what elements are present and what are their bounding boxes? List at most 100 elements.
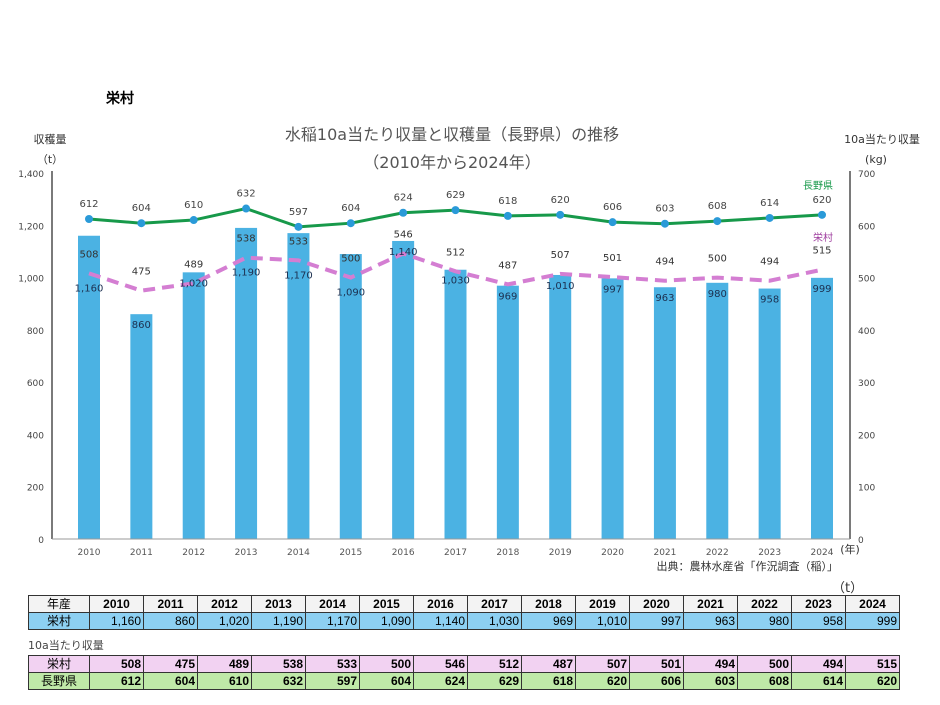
x-tick-label: 2015 <box>339 548 362 558</box>
table-cell: 2024 <box>845 595 900 613</box>
nagano-data-label: 620 <box>551 195 570 206</box>
header-label: 年産 <box>28 595 90 613</box>
x-tick-label: 2014 <box>287 548 310 558</box>
bar <box>496 285 519 539</box>
nagano-data-label: 606 <box>603 202 622 213</box>
table-cell: 494 <box>683 655 738 673</box>
bar <box>392 240 415 539</box>
table-cell: 606 <box>629 672 684 690</box>
sakae-yield-data-label: 533 <box>289 236 308 247</box>
yield-table: 栄村 508 475 489 538 533 500 546 512 487 507 501 494 5… <box>28 655 900 690</box>
nagano-data-label: 604 <box>132 203 151 214</box>
left-tick-label: 1,400 <box>18 170 44 180</box>
x-tick-label: 2010 <box>78 548 101 558</box>
nagano-point <box>137 219 146 228</box>
nagano-point <box>85 215 93 224</box>
table-cell: 604 <box>143 672 198 690</box>
nagano-data-label: 597 <box>289 207 308 218</box>
table-cell: 624 <box>413 672 468 690</box>
nagano-point <box>346 219 355 228</box>
nagano-point <box>189 216 198 225</box>
sakae-yield-data-label: 487 <box>498 260 517 271</box>
right-tick-label: 500 <box>858 275 875 285</box>
bar-data-label: 860 <box>132 320 151 331</box>
left-axis-label: 収穫量 <box>34 133 67 146</box>
nagano-data-label: 632 <box>237 189 256 200</box>
table-cell: 2020 <box>629 595 684 613</box>
nagano-data-label: 610 <box>184 200 203 211</box>
nagano-data-label: 618 <box>498 196 517 207</box>
table-cell: 494 <box>791 655 846 673</box>
bar <box>653 287 676 539</box>
chart-title: 水稲10a当たり収量と収穫量（長野県）の推移 <box>285 125 619 144</box>
left-tick-label: 1,000 <box>18 275 44 285</box>
x-tick-label: 2019 <box>549 548 572 558</box>
table-cell: 507 <box>575 655 630 673</box>
table-cell: 500 <box>737 655 792 673</box>
sakae-yield-data-label: 475 <box>132 267 151 278</box>
bar-data-label: 958 <box>760 295 779 306</box>
nagano-data-label: 614 <box>760 198 779 209</box>
table-cell: 2010 <box>89 595 144 613</box>
bar-data-label: 1,140 <box>389 247 418 258</box>
bar-data-label: 1,090 <box>336 288 365 299</box>
sakae-yield-data-label: 501 <box>603 253 622 264</box>
nagano-data-label: 629 <box>446 190 465 201</box>
x-tick-label: 2018 <box>496 548 519 558</box>
chart-subtitle: （2010年から2024年） <box>363 153 540 172</box>
table-cell: 1,030 <box>467 612 522 630</box>
table-cell: 2023 <box>791 595 846 613</box>
sakae-yield-data-label: 538 <box>237 234 256 245</box>
x-tick-label: 2024 <box>811 548 834 558</box>
nagano-point <box>294 222 303 231</box>
table-cell: 475 <box>143 655 198 673</box>
table-cell: 1,160 <box>89 612 144 630</box>
left-tick-label: 600 <box>27 379 44 389</box>
sakae-yield-data-label: 512 <box>446 247 465 258</box>
sakae-yield-data-label: 494 <box>760 257 779 268</box>
table-cell: 860 <box>143 612 198 630</box>
left-tick-label: 1,200 <box>18 222 44 232</box>
nagano-data-label: 620 <box>812 195 831 206</box>
table-cell: 2022 <box>737 595 792 613</box>
table-cell: 533 <box>305 655 360 673</box>
table-cell: 620 <box>845 672 900 690</box>
x-tick-label: 2012 <box>182 548 205 558</box>
nagano-data-label: 624 <box>394 193 413 204</box>
bar-data-label: 1,170 <box>284 270 313 281</box>
bar <box>235 227 258 539</box>
bar <box>601 278 624 539</box>
table-cell: 612 <box>89 672 144 690</box>
table-cell: 2012 <box>197 595 252 613</box>
sakae-yield-data-label: 494 <box>655 257 674 268</box>
table-cell: 618 <box>521 672 576 690</box>
row-label: 栄村 <box>28 612 90 630</box>
row-label: 長野県 <box>28 672 90 690</box>
left-tick-label: 800 <box>27 327 44 337</box>
bar-data-label: 1,160 <box>75 283 104 294</box>
table-unit: （t） <box>832 581 864 596</box>
table-cell: 515 <box>845 655 900 673</box>
table-cell: 963 <box>683 612 738 630</box>
table-cell: 512 <box>467 655 522 673</box>
table-cell: 1,140 <box>413 612 468 630</box>
table-cell: 969 <box>521 612 576 630</box>
bar <box>549 274 572 539</box>
bar-data-label: 1,020 <box>179 278 208 289</box>
right-tick-label: 600 <box>858 222 875 232</box>
table-cell: 999 <box>845 612 900 630</box>
sakae-yield-data-label: 500 <box>341 254 360 265</box>
table-cell: 603 <box>683 672 738 690</box>
right-axis-unit: (kg) <box>865 153 887 166</box>
bar <box>444 269 467 539</box>
legend-sakae: 栄村 <box>813 231 833 244</box>
bar-data-label: 963 <box>655 293 674 304</box>
bar-data-label: 1,010 <box>546 281 575 292</box>
table-cell: 489 <box>197 655 252 673</box>
table-cell: 1,170 <box>305 612 360 630</box>
right-tick-label: 0 <box>858 536 864 546</box>
right-tick-label: 400 <box>858 327 875 337</box>
nagano-point <box>556 210 565 219</box>
nagano-point <box>660 219 669 228</box>
